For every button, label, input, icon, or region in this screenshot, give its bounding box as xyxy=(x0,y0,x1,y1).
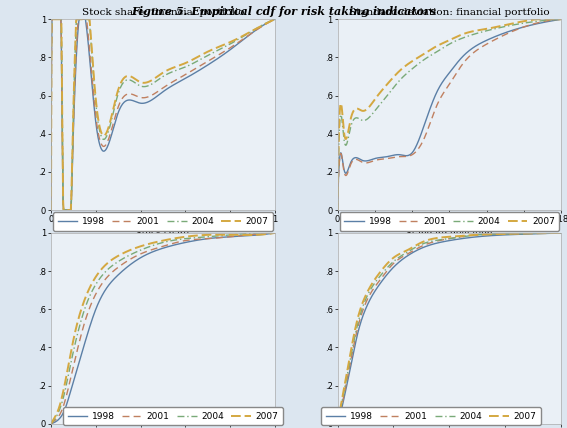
Title: Risk tolerance: complete portfolio: Risk tolerance: complete portfolio xyxy=(360,222,539,231)
Title: Stock share: financial portfolio: Stock share: financial portfolio xyxy=(82,8,244,17)
Legend: 1998, 2001, 2004, 2007: 1998, 2001, 2004, 2007 xyxy=(53,212,273,231)
Title: Standard deviation: complete portfolio: Standard deviation: complete portfolio xyxy=(61,222,265,231)
Title: Standard deviation: financial portfolio: Standard deviation: financial portfolio xyxy=(349,8,550,17)
Legend: 1998, 2001, 2004, 2007: 1998, 2001, 2004, 2007 xyxy=(63,407,283,425)
X-axis label: Standard deviation: Standard deviation xyxy=(406,229,493,238)
Text: Figure 5. Empirical cdf for risk taking indicators: Figure 5. Empirical cdf for risk taking … xyxy=(131,6,436,18)
X-axis label: Stock share: Stock share xyxy=(137,229,189,238)
Legend: 1998, 2001, 2004, 2007: 1998, 2001, 2004, 2007 xyxy=(340,212,559,231)
Legend: 1998, 2001, 2004, 2007: 1998, 2001, 2004, 2007 xyxy=(321,407,541,425)
